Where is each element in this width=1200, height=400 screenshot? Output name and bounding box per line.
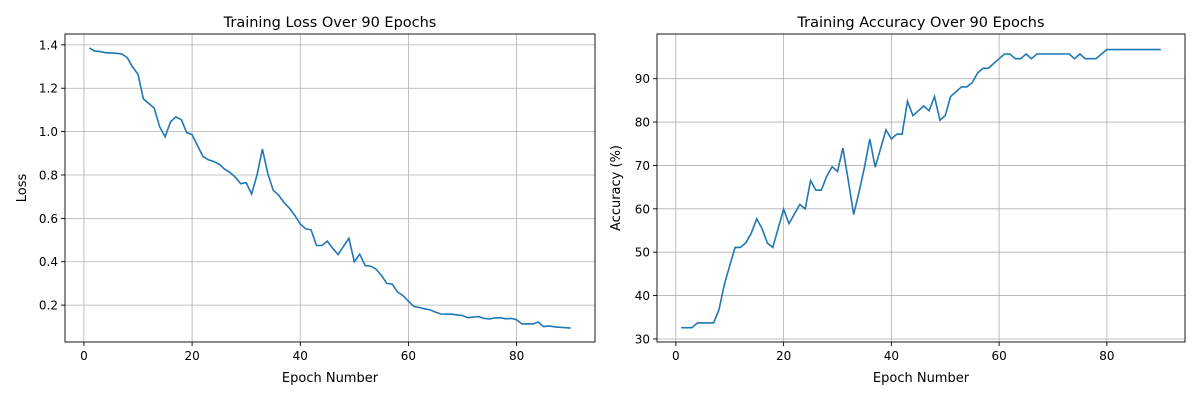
- loss-y-tick-label: 0.2: [39, 299, 58, 313]
- accuracy-y-tick-label: 60: [635, 202, 650, 216]
- accuracy-x-axis-label: Epoch Number: [873, 371, 970, 386]
- accuracy-plot-frame: [656, 33, 1186, 343]
- loss-plot-frame: [64, 33, 596, 343]
- loss-y-axis-label: Loss: [15, 174, 30, 203]
- accuracy-x-tick-label: 20: [776, 349, 791, 363]
- loss-x-axis-label: Epoch Number: [282, 371, 379, 386]
- loss-y-tick-label: 0.8: [39, 168, 58, 182]
- accuracy-y-tick-label: 70: [635, 159, 650, 173]
- accuracy-y-tick-label: 90: [635, 72, 650, 86]
- loss-x-tick-label: 80: [509, 349, 524, 363]
- loss-chart-title: Training Loss Over 90 Epochs: [223, 15, 437, 31]
- accuracy-x-tick-label: 0: [672, 349, 680, 363]
- loss-y-tick-label: 1.2: [39, 82, 58, 96]
- loss-x-tick-label: 0: [80, 349, 88, 363]
- loss-ticks: 0 20 40 60 80 0.2 0.4 0.6 0.8 1.0 1.2 1.4: [39, 38, 524, 363]
- accuracy-y-tick-label: 30: [635, 332, 650, 346]
- accuracy-x-tick-label: 60: [991, 349, 1006, 363]
- accuracy-chart: Training Accuracy Over 90 Epochs 0 20 40 60…: [609, 15, 1186, 386]
- loss-y-tick-label: 0.6: [39, 212, 58, 226]
- accuracy-grid: [657, 34, 1185, 342]
- loss-chart: Training Loss Over 90 Epochs 0 20 40 60 80 0.…: [15, 15, 596, 386]
- accuracy-ticks: 0 20 40 60 80 30 40 50 60 70 80 90: [635, 72, 1115, 363]
- accuracy-x-tick-label: 40: [884, 349, 899, 363]
- loss-x-tick-label: 40: [293, 349, 308, 363]
- loss-y-tick-label: 1.0: [39, 125, 58, 139]
- accuracy-chart-title: Training Accuracy Over 90 Epochs: [796, 15, 1044, 31]
- loss-y-tick-label: 0.4: [39, 255, 58, 269]
- loss-x-tick-label: 60: [401, 349, 416, 363]
- accuracy-y-axis-label: Accuracy (%): [609, 145, 624, 231]
- loss-y-tick-label: 1.4: [39, 38, 58, 52]
- loss-x-tick-label: 20: [184, 349, 199, 363]
- loss-series-line: [88, 47, 571, 329]
- accuracy-series-line: [681, 48, 1161, 329]
- accuracy-y-tick-label: 50: [635, 246, 650, 260]
- accuracy-y-tick-label: 40: [635, 289, 650, 303]
- loss-grid: [65, 34, 595, 342]
- accuracy-x-tick-label: 80: [1099, 349, 1114, 363]
- accuracy-y-tick-label: 80: [635, 116, 650, 130]
